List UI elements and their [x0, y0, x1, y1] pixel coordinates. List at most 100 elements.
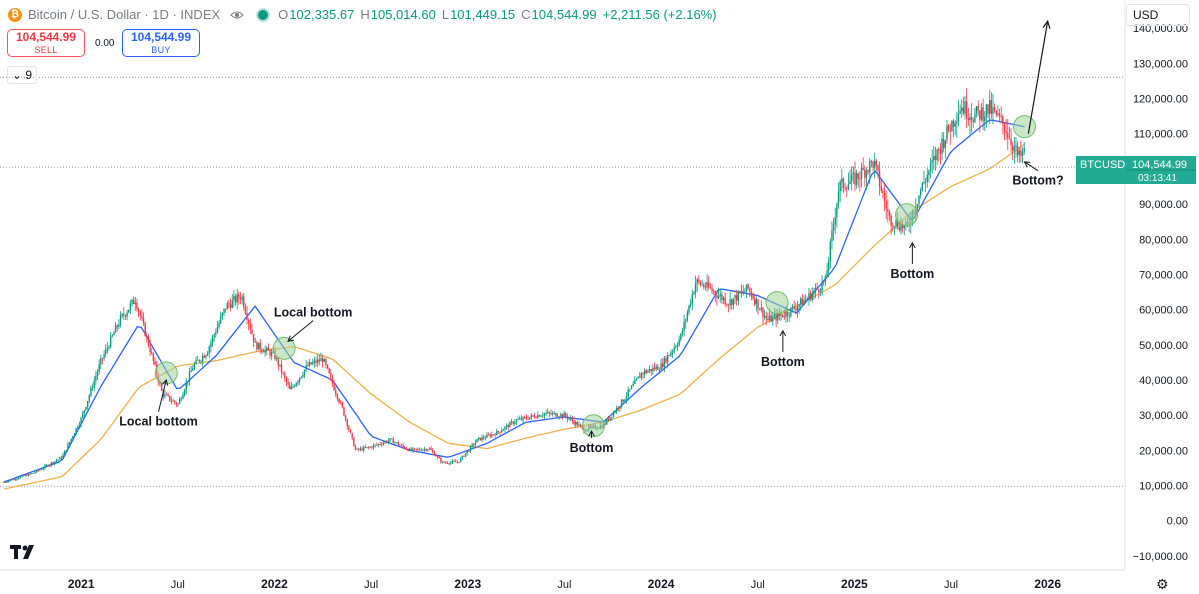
candle-body [635, 378, 638, 381]
candle-body [629, 389, 631, 390]
candle-body [17, 478, 20, 479]
candle-body [1023, 147, 1025, 152]
candle-body [123, 313, 125, 316]
symbol-title[interactable]: Bitcoin / U.S. Dollar · 1D · INDEX [28, 7, 221, 22]
candle-body [394, 442, 396, 444]
projection-arrowhead [1042, 19, 1051, 29]
candle-body [183, 390, 186, 395]
sell-button[interactable]: 104,544.99 SELL [7, 29, 85, 57]
chevron-down-icon: ⌄ [12, 68, 23, 82]
candle-body [241, 296, 243, 300]
currency-select[interactable]: USD [1126, 4, 1190, 26]
candle-body [609, 417, 611, 421]
candle-body [211, 336, 214, 343]
candle-body [726, 304, 728, 305]
candle-body [990, 100, 993, 114]
candle-body [634, 380, 636, 384]
candle-body [264, 349, 266, 353]
y-tick-label: 110,000.00 [1134, 129, 1188, 141]
candle-body [893, 226, 896, 228]
y-tick-label: 120,000.00 [1133, 94, 1188, 106]
candle-body [124, 315, 127, 317]
candle-body [234, 296, 237, 303]
candle-body [504, 426, 506, 430]
candle-body [721, 294, 723, 300]
candle-body [364, 447, 367, 448]
candle-body [533, 415, 536, 418]
candle-body [604, 423, 606, 425]
candle-body [783, 316, 786, 318]
candle-body [693, 292, 695, 295]
candle-body [397, 442, 399, 445]
candle-body [758, 309, 761, 310]
candle-body [482, 437, 485, 439]
candle-body [694, 283, 697, 293]
candle-body [637, 376, 639, 379]
candle-body [14, 478, 17, 480]
candle-body [198, 359, 201, 362]
candle-body [252, 334, 255, 343]
indicator-toggle[interactable]: ⌄ 9 [7, 66, 38, 84]
candle-body [1016, 145, 1019, 156]
candle-body [844, 188, 846, 189]
candle-body [977, 106, 979, 111]
candle-body [944, 140, 947, 149]
candle-body [975, 106, 978, 114]
candle-body [547, 412, 549, 414]
indicator-count: 9 [25, 68, 33, 82]
candle-body [384, 441, 386, 443]
candle-body [405, 448, 408, 450]
candle-body [842, 178, 845, 189]
candle-body [152, 353, 155, 361]
candle-body [923, 182, 925, 184]
y-tick-label: 50,000.00 [1139, 340, 1188, 352]
candle-body [302, 374, 304, 377]
x-tick-label: Jul [944, 579, 958, 591]
candle-body [188, 372, 191, 382]
candle-body [752, 296, 754, 299]
candle-body [333, 383, 335, 391]
candle-body [806, 298, 809, 300]
candle-body [109, 336, 112, 348]
candle-body [418, 449, 421, 450]
candle-body [172, 400, 174, 402]
candle-body [780, 314, 782, 316]
candle-body [174, 400, 176, 403]
candle-body [132, 299, 135, 305]
candle-body [216, 327, 219, 333]
candle-body [119, 315, 122, 325]
candle-body [315, 360, 317, 364]
market-status-icon[interactable] [256, 7, 271, 22]
candle-body [45, 465, 48, 466]
candle-body [21, 475, 23, 477]
bitcoin-icon: ₿ [8, 7, 22, 22]
candle-body [850, 174, 853, 181]
candle-body [668, 355, 670, 356]
candle-body [727, 304, 730, 306]
candle-body [50, 462, 53, 465]
candle-body [487, 434, 490, 436]
candle-body [316, 359, 319, 364]
spread-value: 0.00 [95, 38, 115, 49]
candle-body [750, 291, 753, 297]
candle-body [803, 300, 805, 306]
projection-arrow [1027, 21, 1049, 134]
eye-icon[interactable] [230, 9, 244, 21]
candle-body [85, 406, 87, 411]
buy-button[interactable]: 104,544.99 BUY [122, 29, 200, 57]
candle-body [436, 456, 439, 458]
candle-body [949, 130, 951, 132]
x-tick-label: Jul [557, 579, 571, 591]
candle-body [146, 335, 148, 337]
candle-body [239, 298, 242, 300]
candle-body [698, 279, 700, 282]
x-tick-label: 2022 [261, 577, 288, 591]
candle-body [103, 354, 105, 359]
candle-body [359, 448, 362, 450]
y-tick-label: 10,000.00 [1139, 481, 1188, 493]
settings-gear-icon[interactable]: ⚙ [1156, 576, 1169, 592]
candle-body [997, 113, 999, 115]
candle-body [791, 306, 794, 308]
annotation-label: Bottom [890, 267, 934, 281]
